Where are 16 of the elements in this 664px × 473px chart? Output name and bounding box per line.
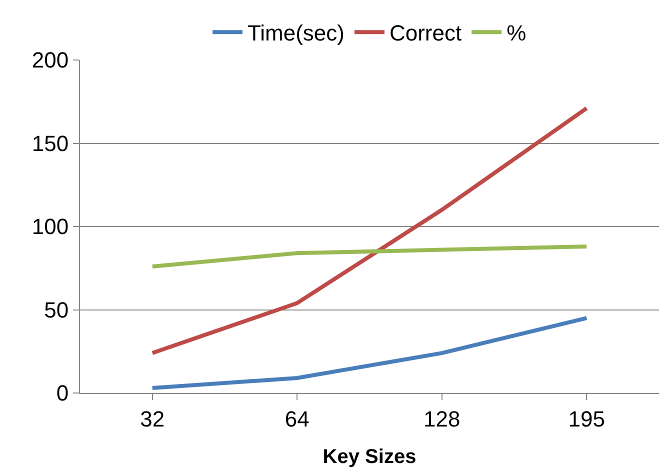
x-tick-label: 128 xyxy=(424,406,460,432)
x-tick-label: 32 xyxy=(140,406,165,432)
line-series xyxy=(150,106,589,356)
x-tick-label: 195 xyxy=(568,406,605,432)
legend-label: Time(sec) xyxy=(248,20,344,46)
y-tick-label: 150 xyxy=(32,130,69,156)
x-axis-title: Key Sizes xyxy=(322,446,416,468)
x-tick-label: 64 xyxy=(284,406,310,432)
y-tick-label: 100 xyxy=(32,214,69,240)
legend-label: % xyxy=(506,20,526,46)
y-tick-label: 50 xyxy=(44,297,69,322)
legend-label: Correct xyxy=(389,20,462,46)
y-tick-label: 200 xyxy=(32,48,69,73)
line-series xyxy=(150,244,589,268)
line-series xyxy=(150,316,589,390)
y-tick-label: 0 xyxy=(56,380,69,406)
